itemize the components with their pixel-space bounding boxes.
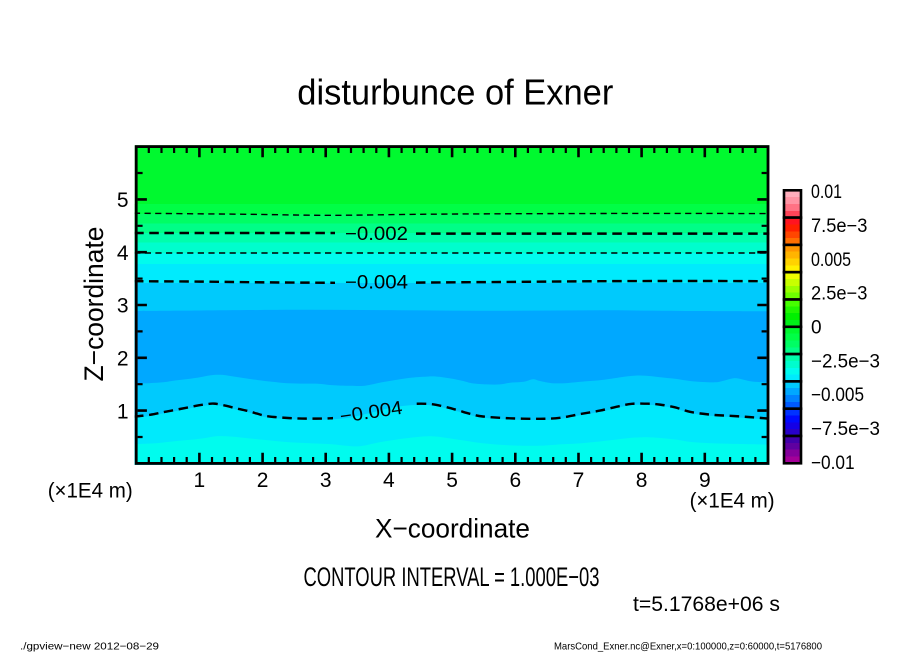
svg-text:−0.002: −0.002 bbox=[345, 224, 408, 245]
svg-text:2: 2 bbox=[117, 348, 129, 371]
svg-text:8: 8 bbox=[636, 469, 648, 492]
svg-text:−0.01: −0.01 bbox=[811, 453, 855, 474]
svg-text:CONTOUR INTERVAL = 1.000E−03: CONTOUR INTERVAL = 1.000E−03 bbox=[304, 562, 600, 592]
svg-text:7.5e−3: 7.5e−3 bbox=[811, 216, 867, 237]
svg-text:−0.005: −0.005 bbox=[811, 385, 864, 406]
svg-text:Z−coordinate: Z−coordinate bbox=[79, 226, 109, 381]
svg-text:0: 0 bbox=[811, 318, 822, 339]
svg-text:6: 6 bbox=[509, 469, 521, 492]
svg-text:9: 9 bbox=[699, 469, 711, 492]
svg-text:4: 4 bbox=[383, 469, 395, 492]
svg-text:5: 5 bbox=[446, 469, 458, 492]
svg-text:1: 1 bbox=[194, 469, 206, 492]
svg-text:7: 7 bbox=[573, 469, 585, 492]
svg-text:./gpview−new 2012−08−29: ./gpview−new 2012−08−29 bbox=[20, 641, 159, 653]
svg-text:−7.5e−3: −7.5e−3 bbox=[811, 419, 880, 440]
svg-text:3: 3 bbox=[117, 295, 129, 318]
svg-text:t=5.1768e+06 s: t=5.1768e+06 s bbox=[633, 593, 780, 616]
svg-text:−0.004: −0.004 bbox=[345, 272, 408, 293]
svg-text:5: 5 bbox=[117, 189, 129, 212]
svg-text:0.005: 0.005 bbox=[811, 250, 851, 271]
svg-text:2.5e−3: 2.5e−3 bbox=[811, 284, 867, 305]
svg-text:3: 3 bbox=[320, 469, 332, 492]
svg-text:0.01: 0.01 bbox=[811, 182, 842, 203]
svg-text:1: 1 bbox=[117, 400, 129, 423]
svg-text:4: 4 bbox=[117, 242, 129, 265]
svg-text:−2.5e−3: −2.5e−3 bbox=[811, 351, 880, 372]
svg-text:disturbunce of Exner: disturbunce of Exner bbox=[297, 72, 613, 113]
svg-text:X−coordinate: X−coordinate bbox=[375, 514, 530, 544]
svg-text:(×1E4 m): (×1E4 m) bbox=[48, 480, 133, 503]
svg-text:2: 2 bbox=[257, 469, 269, 492]
svg-text:MarsCond_Exner.nc@Exner,x=0:10: MarsCond_Exner.nc@Exner,x=0:100000,z=0:6… bbox=[554, 641, 822, 653]
svg-text:(×1E4 m): (×1E4 m) bbox=[690, 490, 775, 513]
